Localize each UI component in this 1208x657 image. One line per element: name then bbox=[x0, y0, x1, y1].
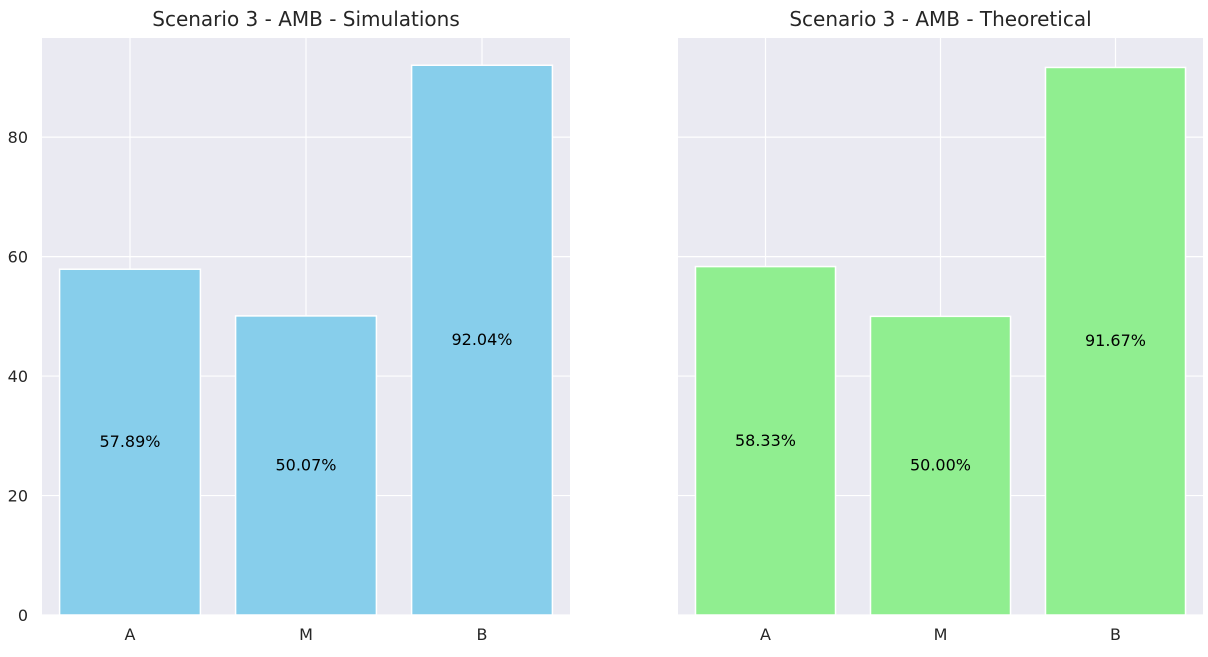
x-tick-label-A: A bbox=[760, 625, 771, 644]
y-tick-label: 80 bbox=[8, 128, 28, 147]
chart-title: Scenario 3 - AMB - Simulations bbox=[152, 7, 460, 31]
y-tick-label: 40 bbox=[8, 367, 28, 386]
chart-panel-1: 57.89% A 50.07% M 92.04% B 0 20 40 60 80 Scenario 3… bbox=[8, 7, 570, 644]
data-label-A: 58.33% bbox=[735, 431, 796, 450]
chart-title: Scenario 3 - AMB - Theoretical bbox=[789, 7, 1091, 31]
x-tick-label-A: A bbox=[125, 625, 136, 644]
x-tick-label-B: B bbox=[1110, 625, 1121, 644]
y-tick-label: 20 bbox=[8, 487, 28, 506]
data-label-M: 50.00% bbox=[910, 456, 971, 475]
x-tick-label-B: B bbox=[477, 625, 488, 644]
bar-M bbox=[234, 315, 378, 616]
data-label-B: 92.04% bbox=[451, 330, 512, 349]
y-tick-label: 0 bbox=[18, 606, 28, 625]
data-label-M: 50.07% bbox=[275, 455, 336, 474]
x-tick-label-M: M bbox=[934, 625, 948, 644]
bar-A bbox=[694, 265, 837, 616]
data-label-B: 91.67% bbox=[1085, 331, 1146, 350]
bar-M bbox=[869, 315, 1012, 616]
bar-A bbox=[58, 268, 202, 616]
y-tick-label: 60 bbox=[8, 248, 28, 267]
bar-B bbox=[1044, 66, 1187, 616]
chart-panel-2: 58.33% A 50.00% M 91.67% B Scenario 3 - AMB - … bbox=[678, 7, 1203, 644]
bar-B bbox=[410, 64, 554, 616]
x-tick-label-M: M bbox=[299, 625, 313, 644]
data-label-A: 57.89% bbox=[99, 432, 160, 451]
